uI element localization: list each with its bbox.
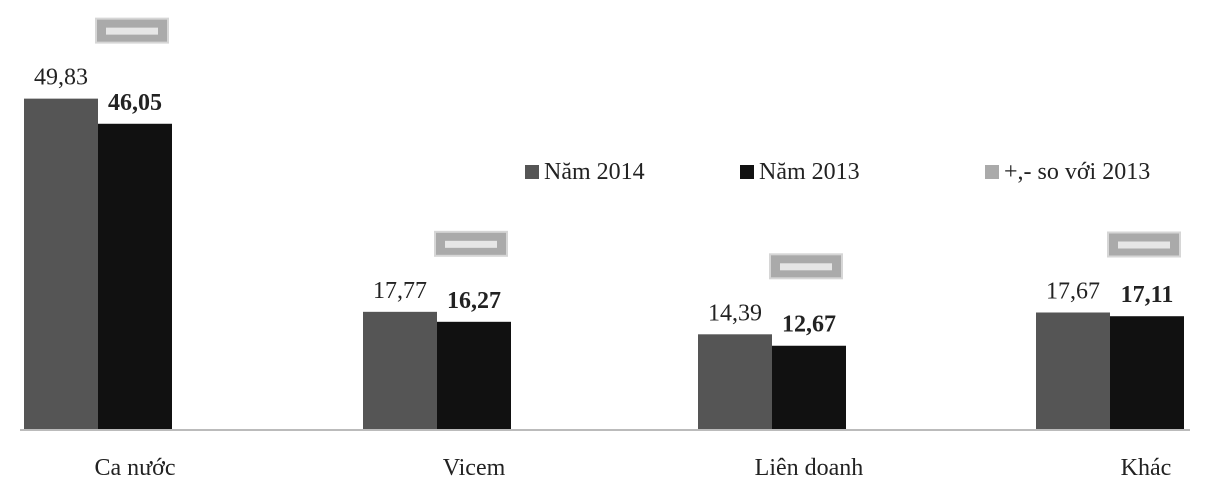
data-label-2014-1: 49,83	[34, 65, 88, 91]
data-label-2013-3: 12,67	[782, 312, 836, 338]
data-label-2014-4: 17,67	[1046, 278, 1100, 304]
labels-group: 49,83 46,05 Ca nước 17,77 16,27 Vicem 14,39 12,…	[34, 65, 1173, 481]
data-label-2013-2: 16,27	[447, 288, 501, 314]
bar-2013-1	[98, 123, 172, 430]
bar-2014-4	[1036, 312, 1110, 430]
category-label-3: Liên doanh	[755, 455, 864, 481]
change-badge-text-3	[780, 263, 832, 271]
legend-change-label: +,- so với 2013	[1004, 159, 1150, 185]
legend-2014-label: Năm 2014	[544, 159, 645, 185]
legend-change-swatch	[985, 165, 999, 179]
change-badge-text-2	[445, 240, 497, 248]
data-label-2014-3: 14,39	[708, 300, 762, 326]
bar-2014-2	[363, 311, 437, 430]
bar-2013-4	[1110, 316, 1184, 430]
change-badges-group	[95, 17, 1181, 280]
bar-2014-3	[698, 334, 772, 430]
data-label-2013-4: 17,11	[1121, 282, 1174, 308]
data-label-2014-2: 17,77	[373, 278, 427, 304]
category-label-1: Ca nước	[94, 455, 175, 481]
legend: Năm 2014 Năm 2013 +,- so với 2013	[525, 159, 1150, 185]
bar-2014-1	[24, 98, 98, 431]
category-label-2: Vicem	[443, 455, 506, 481]
bars-group	[24, 98, 1184, 431]
change-badge-text-4	[1118, 241, 1170, 249]
bar-2013-3	[772, 345, 846, 430]
bar-2013-2	[437, 321, 511, 430]
legend-2014-swatch	[525, 165, 539, 179]
change-badge-text-1	[106, 27, 158, 35]
legend-2013-swatch	[740, 165, 754, 179]
data-label-2013-1: 46,05	[108, 90, 162, 116]
category-label-4: Khác	[1121, 455, 1172, 481]
legend-2013-label: Năm 2013	[759, 159, 860, 185]
